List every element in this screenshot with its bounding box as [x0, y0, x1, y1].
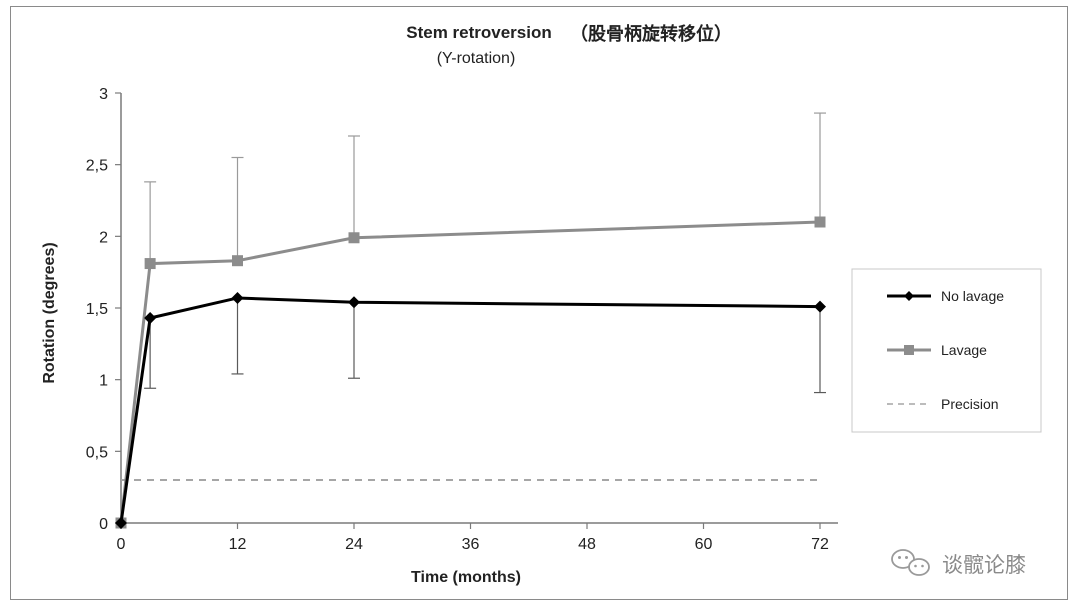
- y-tick-label: 0: [99, 516, 108, 533]
- legend-label-no-lavage: No lavage: [941, 288, 1004, 304]
- legend-label-lavage: Lavage: [941, 342, 987, 358]
- x-axis-label: Time (months): [411, 569, 521, 586]
- point-lavage: [144, 258, 156, 270]
- x-tick-label: 72: [811, 536, 829, 553]
- y-tick-label: 3: [99, 86, 108, 103]
- chart-title-cn: （股骨柄旋转移位）: [570, 23, 732, 45]
- legend-marker-no-lavage: [904, 291, 914, 301]
- x-tick-label: 48: [578, 536, 596, 553]
- legend: No lavage Lavage Precision: [851, 268, 1042, 433]
- y-tick-label: 1: [99, 373, 108, 390]
- watermark-text: 谈髋论膝: [942, 553, 1026, 577]
- point-no-lavage: [814, 300, 826, 313]
- x-tick-label: 36: [462, 536, 480, 553]
- chart-title: Stem retroversion: [406, 23, 552, 42]
- watermark: 谈髋论膝: [891, 549, 1026, 577]
- x-tick-label: 24: [345, 536, 363, 553]
- y-tick-label: 2: [99, 229, 108, 246]
- wechat-icon: [891, 549, 930, 576]
- legend-label-precision: Precision: [941, 396, 999, 412]
- y-tick-label: 0,5: [86, 444, 108, 461]
- point-no-lavage: [144, 312, 157, 325]
- series-line-no-lavage: [119, 296, 821, 524]
- x-tick-label: 12: [229, 536, 247, 553]
- x-tick-label: 0: [117, 536, 126, 553]
- y-tick-label: 2,5: [86, 158, 108, 175]
- y-tick-label: 1,5: [86, 301, 108, 318]
- x-tick-label: 60: [695, 536, 713, 553]
- point-no-lavage: [348, 296, 360, 309]
- series-line-lavage: [119, 220, 821, 524]
- point-no-lavage: [231, 291, 244, 304]
- point-lavage: [232, 255, 243, 267]
- point-lavage: [814, 216, 826, 228]
- chart-subtitle: (Y-rotation): [437, 50, 516, 67]
- point-lavage: [348, 232, 360, 244]
- legend-marker-lavage: [904, 345, 914, 355]
- y-axis-label: Rotation (degrees): [41, 242, 58, 383]
- legend-box: [851, 268, 1042, 433]
- point-no-lavage: [115, 517, 127, 529]
